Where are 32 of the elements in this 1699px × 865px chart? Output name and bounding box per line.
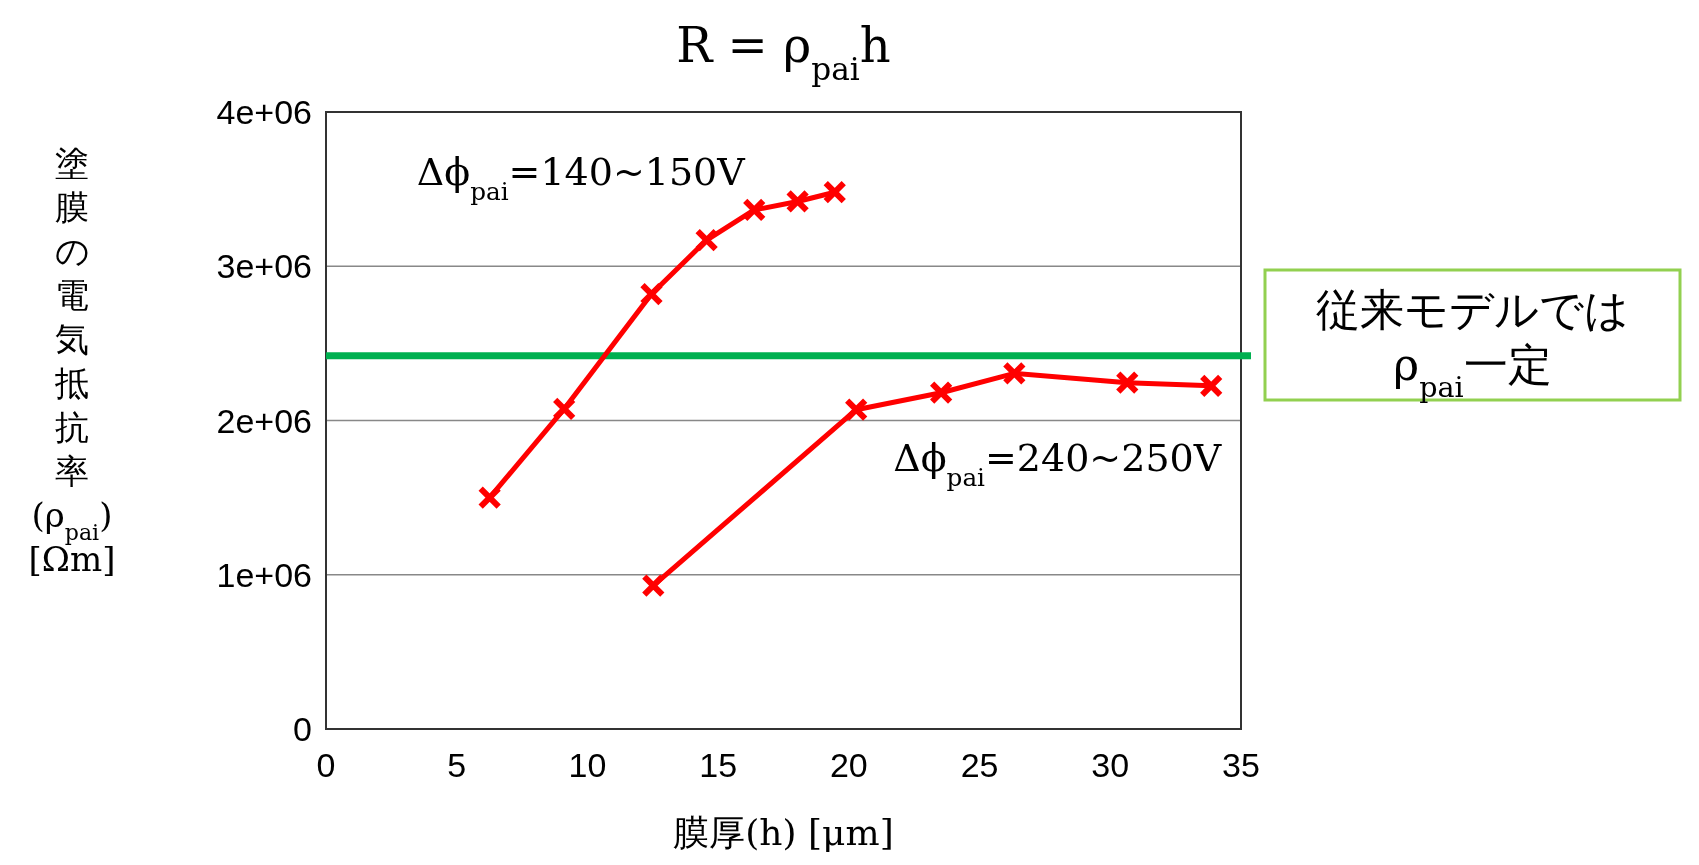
text: 従来モデルでは ρ$_{pai}$一定 xyxy=(1316,284,1629,404)
point xyxy=(694,228,719,253)
x-tick-label: 15 xyxy=(699,746,738,784)
x-axis-title: 膜厚(h) [μm] xyxy=(673,812,894,853)
point xyxy=(1002,361,1027,386)
point xyxy=(844,397,869,422)
point xyxy=(477,485,502,510)
chart-title: R = ρ$_{pai}$h xyxy=(676,17,891,87)
y-tick-label: 3e+06 xyxy=(216,247,312,286)
x-tick-label: 10 xyxy=(568,746,607,784)
x-tick-label: 25 xyxy=(960,746,999,784)
x-tick-label: 35 xyxy=(1222,746,1260,784)
point xyxy=(742,197,767,222)
y-tick-label: 1e+06 xyxy=(216,555,312,594)
point xyxy=(822,180,847,205)
point xyxy=(929,380,954,405)
point xyxy=(552,396,577,421)
point xyxy=(641,573,666,598)
x-tick-label: 20 xyxy=(829,746,868,784)
y-tick-label: 4e+06 xyxy=(216,93,312,131)
text: 塗膜の電気抵抗率(ρ$_{pai}$)[Ωm] xyxy=(28,143,116,579)
y-tick-label: 2e+06 xyxy=(216,401,312,440)
point xyxy=(639,282,664,307)
point xyxy=(1199,373,1224,398)
series-label: Δϕ$_{pai}$=140~150V xyxy=(416,150,746,206)
y-tick-label: 0 xyxy=(293,710,312,748)
point xyxy=(785,189,810,214)
x-tick-label: 5 xyxy=(447,746,467,784)
point xyxy=(1115,370,1140,395)
x-tick-label: 30 xyxy=(1091,746,1130,784)
series-label: Δϕ$_{pai}$=240~250V xyxy=(893,435,1222,492)
x-tick-label: 0 xyxy=(316,746,336,784)
